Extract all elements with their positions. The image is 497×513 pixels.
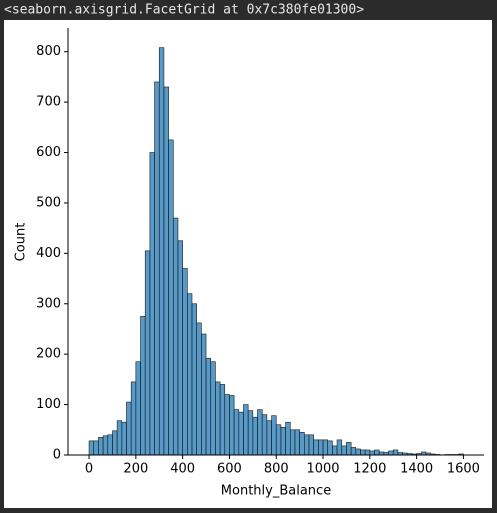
bar <box>322 439 329 456</box>
y-tick-label: 700 <box>36 95 61 110</box>
bar <box>275 424 282 456</box>
bar <box>238 411 244 456</box>
bar <box>346 442 352 456</box>
y-axis-label: Count <box>14 223 29 262</box>
bar <box>126 401 132 456</box>
bar <box>364 449 371 456</box>
bar <box>327 440 333 456</box>
y-tick-label: 300 <box>36 296 61 311</box>
bar <box>247 410 254 456</box>
bar <box>158 47 165 456</box>
bar <box>149 152 155 456</box>
bar <box>318 439 324 456</box>
bar <box>140 316 146 456</box>
bar <box>93 440 99 456</box>
y-tick-label: 0 <box>53 448 61 463</box>
x-tick-label: 1200 <box>353 462 386 477</box>
bar <box>182 268 188 456</box>
bar <box>88 440 95 456</box>
bar <box>201 333 207 456</box>
bar <box>341 445 347 456</box>
bar <box>308 434 314 456</box>
y-tick-label: 100 <box>36 397 61 412</box>
y-tick-label: 400 <box>36 246 61 261</box>
bar <box>374 449 380 456</box>
bar <box>205 357 212 456</box>
bar <box>121 421 127 456</box>
bar <box>102 435 109 456</box>
output-text: <seaborn.axisgrid.FacetGrid at 0x7c380fe… <box>4 3 364 18</box>
bar <box>107 434 113 456</box>
bar <box>154 81 160 456</box>
bar <box>191 303 197 456</box>
bar <box>172 217 179 456</box>
bar <box>388 450 394 456</box>
x-tick-label: 400 <box>170 462 195 477</box>
bar <box>112 430 118 456</box>
x-tick-label: 600 <box>217 462 242 477</box>
x-tick-label: 200 <box>123 462 148 477</box>
y-tick-label: 600 <box>36 145 61 160</box>
x-tick-label: 1000 <box>306 462 339 477</box>
bar <box>135 361 141 456</box>
bar <box>116 420 123 456</box>
bar <box>257 409 263 456</box>
bar <box>285 421 291 456</box>
bar <box>350 447 357 456</box>
bar <box>196 322 202 456</box>
bar <box>304 434 310 456</box>
bar <box>294 429 300 456</box>
y-tick-label: 500 <box>36 195 61 210</box>
bar <box>299 432 305 456</box>
bar <box>261 414 268 456</box>
bar <box>289 429 296 456</box>
bar <box>224 394 230 456</box>
x-tick-label: 1600 <box>447 462 480 477</box>
bar <box>392 449 399 456</box>
bar <box>233 409 240 456</box>
y-tick-label: 800 <box>36 44 61 59</box>
bar <box>163 86 169 456</box>
bar <box>243 404 249 456</box>
bar <box>266 420 272 456</box>
bar <box>168 139 174 456</box>
bar <box>332 445 338 456</box>
bar <box>130 381 137 456</box>
bar <box>215 381 221 456</box>
bar <box>219 384 226 456</box>
bar <box>369 450 375 456</box>
bar <box>280 426 286 456</box>
bar <box>229 395 235 456</box>
bar <box>144 250 151 456</box>
bar <box>98 437 104 456</box>
bar <box>177 240 183 456</box>
bar <box>360 449 366 456</box>
x-tick-label: 0 <box>85 462 93 477</box>
bar <box>210 361 216 456</box>
bar <box>336 439 343 456</box>
x-tick-label: 1400 <box>400 462 433 477</box>
bar <box>355 448 361 456</box>
bar <box>187 293 193 456</box>
x-tick-label: 800 <box>264 462 289 477</box>
bar <box>313 439 319 456</box>
bar <box>271 415 277 456</box>
x-axis-label: Monthly_Balance <box>221 484 331 499</box>
y-tick-label: 200 <box>36 347 61 362</box>
bar <box>252 416 258 456</box>
